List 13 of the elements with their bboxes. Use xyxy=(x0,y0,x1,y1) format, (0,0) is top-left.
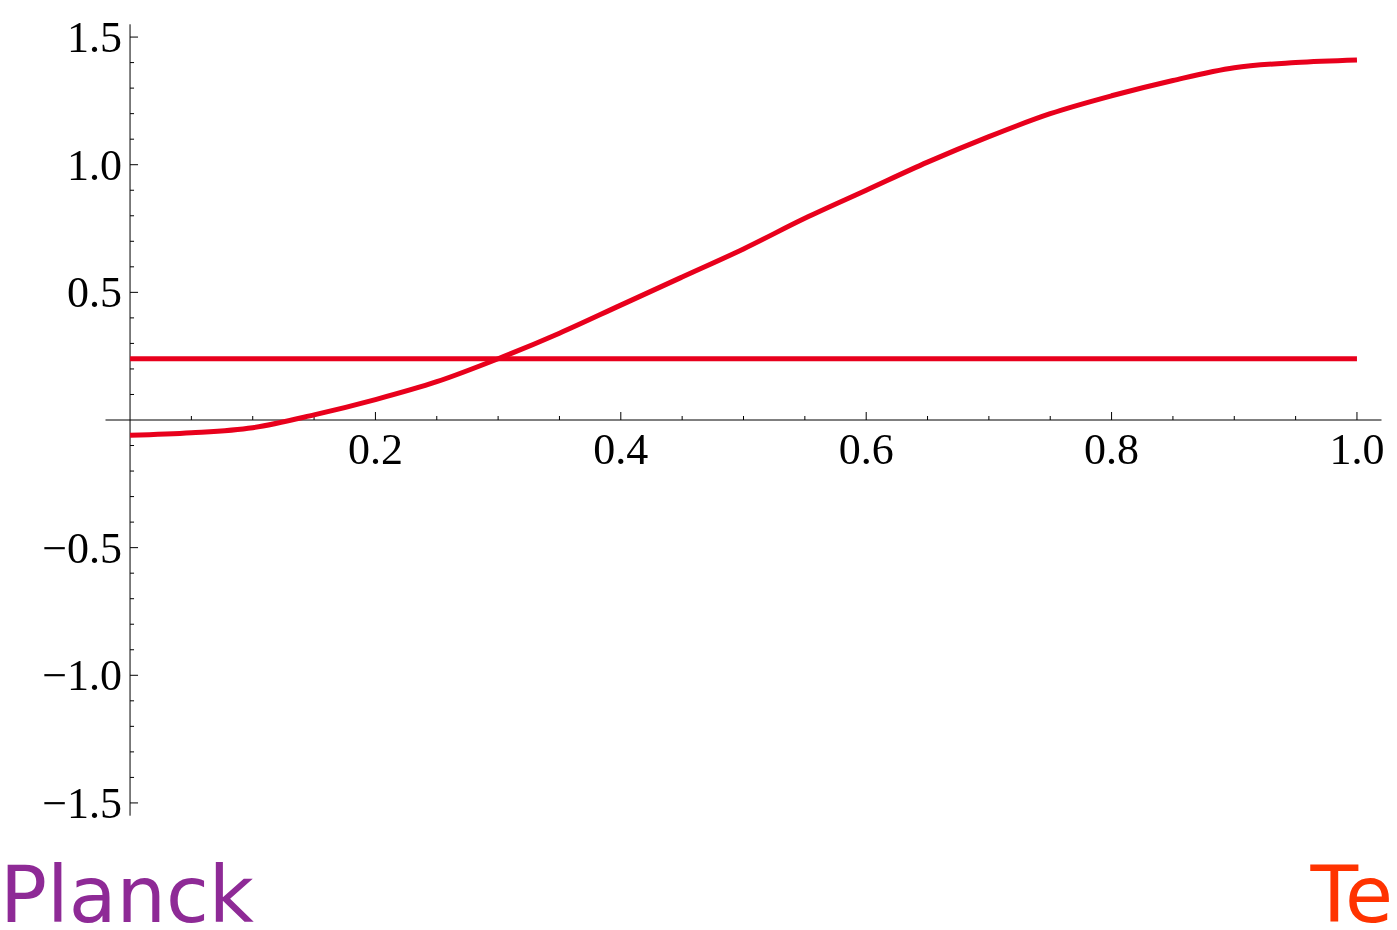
text: Planck xyxy=(0,850,254,930)
y-tick-label: −1.0 xyxy=(42,651,123,701)
y-tick-label: 1.0 xyxy=(67,140,123,190)
x-tick-label: 1.0 xyxy=(1329,425,1385,474)
x-tick-label: 0.6 xyxy=(838,425,894,474)
y-tick-label: −1.5 xyxy=(42,778,123,828)
x-tick-label: 0.4 xyxy=(593,425,649,474)
y-tick-label: 1.5 xyxy=(67,13,123,63)
y-tick-label: 0.5 xyxy=(67,268,123,318)
text: Te xyxy=(1309,850,1393,930)
x-tick-label: 0.8 xyxy=(1084,425,1140,474)
x-tick-label: 0.2 xyxy=(347,425,403,474)
y-tick-label: −0.5 xyxy=(42,523,123,573)
